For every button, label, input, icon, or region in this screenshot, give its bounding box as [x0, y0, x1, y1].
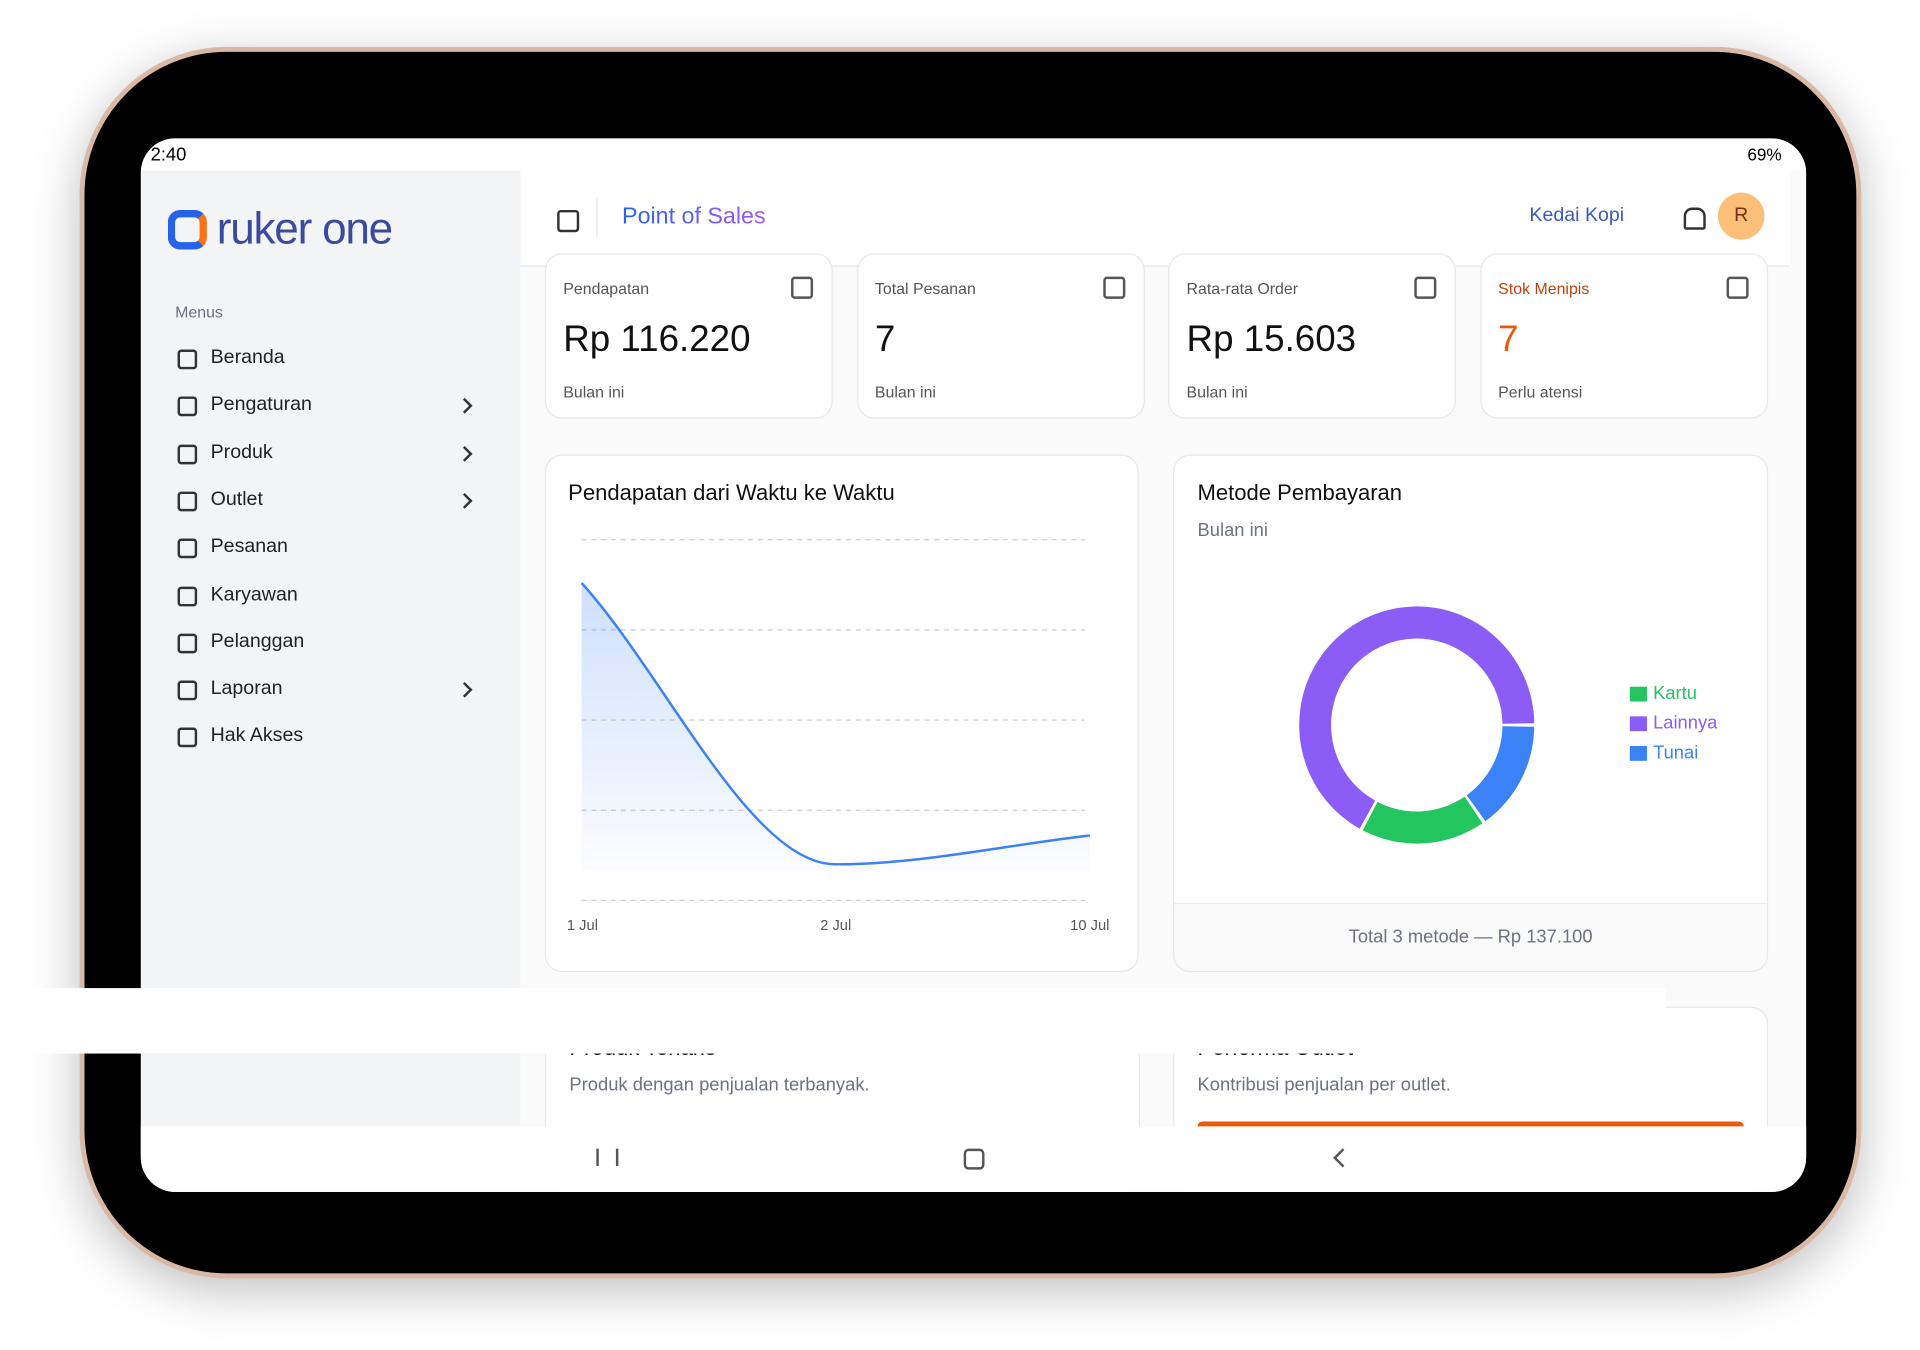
- outlet-selector[interactable]: Kedai Kopi: [1529, 205, 1625, 227]
- kpi-note: Bulan ini: [1186, 382, 1248, 402]
- menu-section: Menus: [175, 302, 223, 322]
- legend-label: Lainnya: [1653, 712, 1718, 733]
- nav-cover: [140, 1126, 1807, 1192]
- menu-item[interactable]: Pelanggan: [210, 630, 305, 652]
- sidebar-toggle[interactable]: [557, 209, 580, 233]
- notification-bell[interactable]: [1683, 207, 1706, 230]
- line-area: [581, 583, 1090, 871]
- pie-chart-card: [1173, 454, 1769, 973]
- kpi-icon: [1725, 276, 1748, 299]
- legend-swatch: [1629, 686, 1647, 702]
- header: Point of Sales Kedai Kopi R: [520, 170, 1791, 267]
- recent-apps[interactable]: [596, 1148, 619, 1166]
- section-subtitle: Kontribusi penjualan per outlet.: [1197, 1074, 1451, 1096]
- divider: [596, 197, 598, 238]
- kpi-value: 7: [874, 318, 896, 360]
- menu-item[interactable]: Pengaturan: [210, 394, 312, 416]
- kpi-label: Stok Menipis: [1498, 279, 1590, 298]
- kpi-label: Pendapatan: [563, 279, 650, 298]
- menu-item[interactable]: Karyawan: [210, 583, 298, 605]
- menu-icon: [177, 349, 198, 370]
- chart-subtitle: Bulan ini: [1198, 519, 1268, 540]
- battery: 69%: [1747, 144, 1782, 165]
- page-title: Point of Sales: [622, 203, 766, 230]
- x-tick-label: 10 Jul: [1070, 918, 1109, 934]
- status-bar: 2:40 69%: [140, 138, 1807, 171]
- kpi-note: Bulan ini: [563, 382, 625, 402]
- logo[interactable]: ruker one: [216, 202, 393, 254]
- legend-swatch: [1629, 716, 1647, 732]
- menu-icon: [177, 633, 198, 654]
- home-button[interactable]: [963, 1148, 985, 1170]
- kpi-icon: [1102, 276, 1125, 299]
- menu-icon: [177, 538, 198, 559]
- pie-footer-bg: [1174, 902, 1767, 971]
- time: 2:40: [150, 144, 187, 166]
- kpi-card: Total Pesanan 7 Bulan ini: [856, 253, 1145, 419]
- menu-icon: [177, 396, 198, 417]
- menu-icon: [177, 680, 198, 701]
- chart-title: Metode Pembayaran: [1198, 480, 1403, 505]
- legend-label: Tunai: [1653, 741, 1698, 762]
- menu-icon: [177, 586, 198, 606]
- menu-item[interactable]: Hak Akses: [210, 725, 304, 747]
- donut-slice: [1299, 606, 1535, 829]
- kpi-card: Pendapatan Rp 116.220 Bulan ini: [544, 253, 833, 419]
- nav-bar: [0, 988, 1666, 1054]
- menu-item[interactable]: Beranda: [210, 347, 285, 369]
- x-tick-label: 1 Jul: [567, 918, 598, 934]
- kpi-card: Stok Menipis 7 Perlu atensi: [1479, 253, 1768, 419]
- menu-item[interactable]: Laporan: [210, 678, 283, 700]
- chart-title: Pendapatan dari Waktu ke Waktu: [568, 480, 895, 505]
- donut-slice: [1362, 796, 1483, 844]
- chart-footer: Total 3 metode — Rp 137.100: [1349, 925, 1593, 946]
- menu-icon: [177, 491, 198, 512]
- line: [580, 582, 1090, 866]
- legend-swatch: [1629, 746, 1647, 761]
- x-tick-label: 2 Jul: [820, 918, 851, 934]
- kpi-note: Perlu atensi: [1498, 382, 1583, 402]
- logo-icon: [167, 209, 207, 250]
- kpi-note: Bulan ini: [874, 382, 936, 402]
- menu-icon: [177, 444, 198, 464]
- donut-slice: [1466, 726, 1535, 822]
- kpi-value: 7: [1498, 318, 1519, 360]
- menu-item[interactable]: Pesanan: [210, 536, 288, 558]
- sidebar: ruker one Menus Beranda Pengaturan Produk O…: [140, 170, 521, 1127]
- kpi-label: Total Pesanan: [874, 279, 976, 298]
- menu-item[interactable]: Produk: [210, 441, 273, 463]
- kpi-icon: [1414, 276, 1437, 299]
- legend-label: Kartu: [1653, 682, 1697, 703]
- kpi-value: Rp 116.220: [563, 318, 751, 360]
- kpi-label: Rata-rata Order: [1186, 279, 1299, 298]
- menu-item[interactable]: Outlet: [210, 488, 263, 510]
- avatar[interactable]: R: [1717, 192, 1765, 240]
- kpi-card: Rata-rata Order Rp 15.603 Bulan ini: [1168, 253, 1456, 419]
- menu-icon: [177, 727, 198, 748]
- kpi-value: Rp 15.603: [1186, 318, 1357, 360]
- section-subtitle: Produk dengan penjualan terbanyak.: [569, 1074, 870, 1096]
- kpi-icon: [791, 276, 814, 299]
